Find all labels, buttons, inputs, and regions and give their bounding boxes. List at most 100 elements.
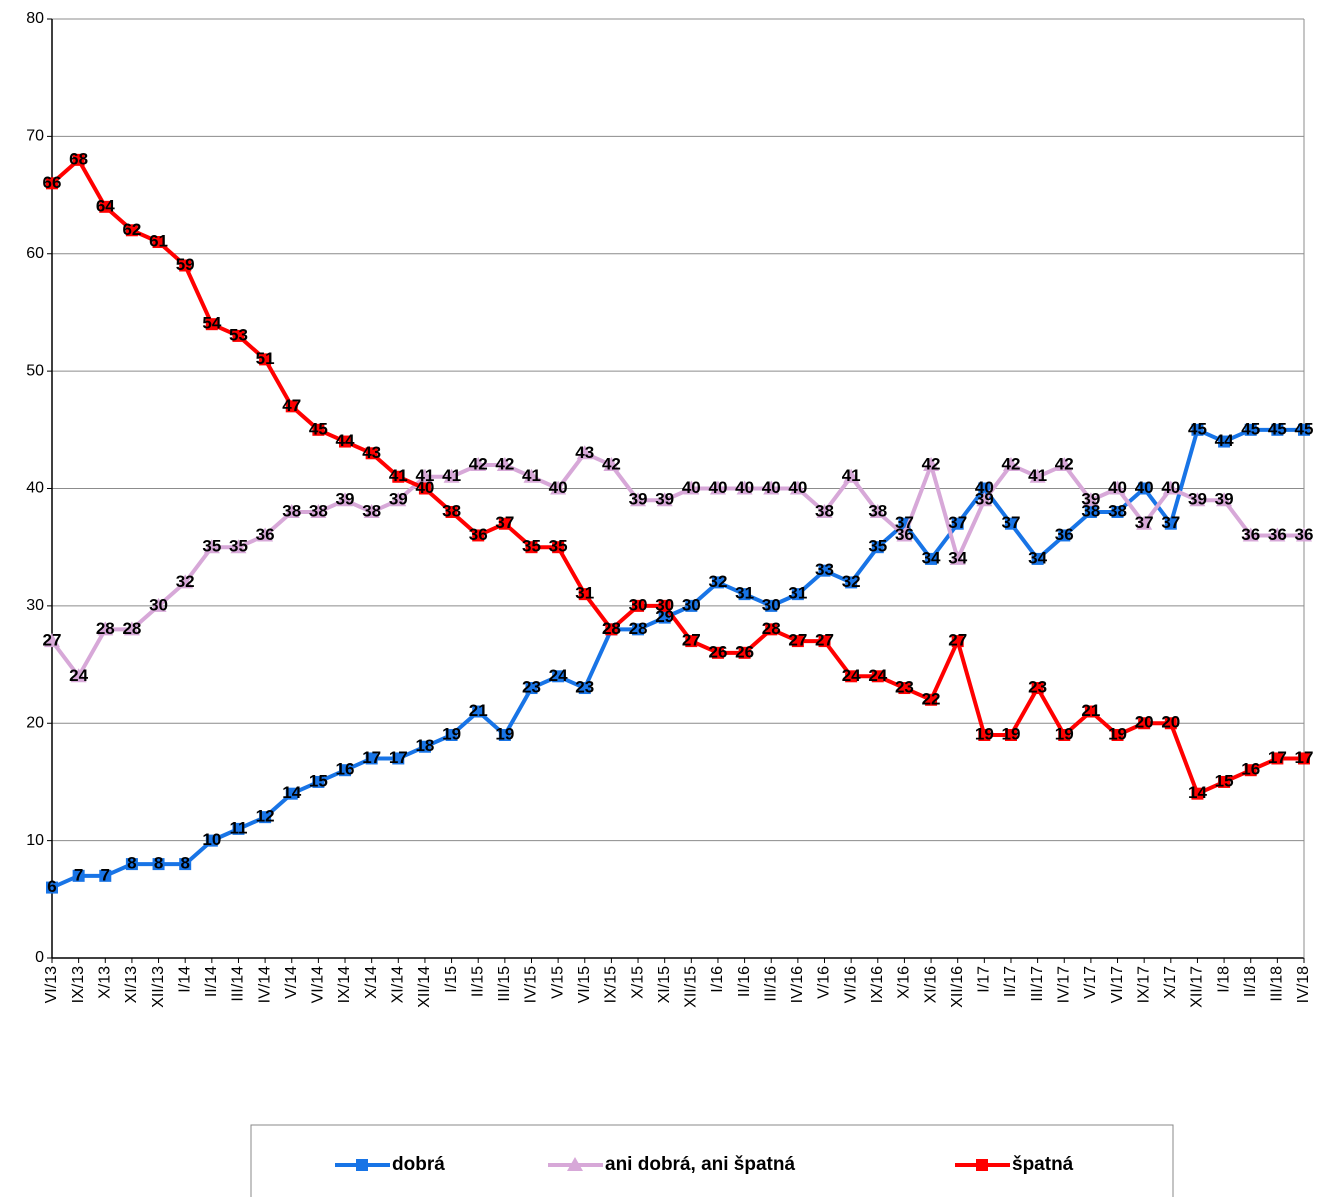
data-point: [498, 728, 511, 741]
data-label: 68: [69, 149, 88, 168]
data-point: [1162, 480, 1179, 495]
data-label: 8: [180, 854, 189, 873]
x-tick-label: XII/16: [949, 966, 966, 1008]
data-label: 28: [96, 619, 115, 638]
data-label: 24: [842, 666, 861, 685]
data-label: 37: [1002, 513, 1021, 532]
data-point: [1189, 492, 1206, 507]
data-point: [1191, 423, 1204, 436]
data-point: [179, 259, 192, 272]
data-point: [1271, 423, 1284, 436]
data-point: [949, 550, 966, 565]
data-label: 29: [655, 607, 674, 626]
data-point: [1244, 423, 1257, 436]
data-point: [845, 576, 858, 589]
data-point: [46, 881, 58, 894]
data-label: 38: [1081, 501, 1100, 520]
data-point: [871, 670, 884, 683]
data-label: 40: [1135, 478, 1154, 497]
data-point: [1296, 527, 1312, 542]
data-label: 17: [389, 748, 408, 767]
y-tick-label: 20: [26, 714, 44, 731]
data-point: [709, 480, 726, 495]
data-label: 27: [948, 631, 967, 650]
data-point: [1271, 752, 1284, 765]
data-label: 16: [336, 760, 355, 779]
data-label: 19: [442, 724, 461, 743]
data-point: [470, 457, 487, 472]
data-point: [711, 576, 724, 589]
data-point: [205, 318, 218, 331]
x-tick-label: XI/13: [123, 966, 140, 1003]
data-point: [1244, 764, 1257, 777]
data-label: 40: [549, 478, 568, 497]
x-tick-label: I/14: [176, 966, 193, 993]
data-point: [1056, 457, 1073, 472]
data-point: [1058, 529, 1071, 542]
x-tick-label: III/18: [1269, 966, 1286, 1002]
x-tick-label: V/16: [816, 966, 833, 999]
data-label: 36: [1241, 525, 1260, 544]
y-tick-label: 70: [26, 128, 44, 145]
data-point: [365, 447, 378, 460]
data-label: 34: [922, 548, 941, 567]
data-label: 8: [154, 854, 163, 873]
data-label: 38: [815, 501, 834, 520]
data-label: 44: [1215, 431, 1234, 450]
data-point: [1031, 552, 1044, 565]
data-point: [978, 482, 991, 495]
data-label: 30: [629, 595, 648, 614]
data-point: [179, 858, 192, 871]
data-label: 23: [895, 678, 914, 697]
x-tick-label: III/15: [496, 966, 513, 1002]
data-point: [1218, 775, 1231, 788]
data-label: 35: [229, 537, 248, 556]
data-label: 36: [256, 525, 275, 544]
data-label: 27: [682, 631, 701, 650]
y-tick-label: 30: [26, 597, 44, 614]
data-label: 40: [762, 478, 781, 497]
x-tick-label: I/16: [709, 966, 726, 993]
legend-label: špatná: [1012, 1154, 1074, 1175]
x-tick-label: II/17: [1002, 966, 1019, 997]
data-label: 19: [1002, 724, 1021, 743]
data-label: 53: [229, 325, 248, 344]
data-label: 38: [362, 501, 381, 520]
data-point: [123, 621, 140, 636]
data-label: 37: [948, 513, 967, 532]
data-label: 40: [682, 478, 701, 497]
data-label: 32: [842, 572, 861, 591]
y-tick-label: 80: [26, 10, 44, 27]
data-point: [1191, 787, 1204, 800]
data-point: [1031, 682, 1044, 695]
legend-marker: [976, 1159, 988, 1171]
data-point: [765, 623, 778, 636]
data-label: 38: [1108, 501, 1127, 520]
x-tick-label: V/15: [549, 966, 566, 999]
data-label: 39: [629, 490, 648, 509]
data-point: [232, 822, 245, 835]
data-point: [603, 457, 620, 472]
data-point: [656, 492, 673, 507]
data-label: 26: [735, 642, 754, 661]
x-tick-label: XI/14: [390, 966, 407, 1003]
data-label: 34: [1028, 548, 1047, 567]
x-tick-label: XII/15: [683, 966, 700, 1008]
x-tick-label: I/17: [976, 966, 993, 993]
data-label: 10: [202, 830, 221, 849]
data-point: [498, 517, 511, 530]
data-label: 40: [708, 478, 727, 497]
data-point: [99, 200, 112, 213]
data-label: 19: [975, 724, 994, 743]
data-label: 36: [1295, 525, 1314, 544]
data-label: 41: [1028, 466, 1047, 485]
data-label: 42: [602, 455, 621, 474]
legend-label: dobrá: [392, 1154, 445, 1175]
data-label: 40: [975, 478, 994, 497]
data-label: 43: [362, 443, 381, 462]
x-tick-label: IX/17: [1135, 966, 1152, 1003]
data-label: 38: [868, 501, 887, 520]
data-point: [523, 468, 540, 483]
data-label: 41: [522, 466, 541, 485]
data-point: [525, 682, 538, 695]
